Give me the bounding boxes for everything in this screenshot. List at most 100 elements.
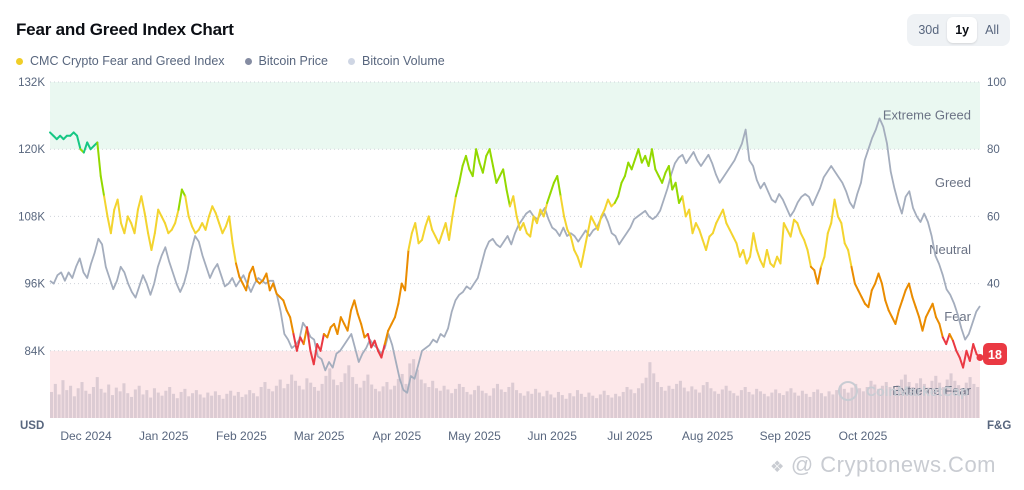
volume-bar [206, 392, 210, 418]
fear-greed-segment [251, 265, 258, 282]
volume-bar [621, 391, 625, 418]
volume-bar [152, 388, 156, 418]
volume-bar [50, 391, 54, 418]
fear-greed-segment [860, 296, 867, 305]
fear-greed-segment [481, 154, 488, 174]
volume-bar [938, 382, 942, 418]
volume-bar [473, 390, 477, 418]
fear-greed-segment [650, 148, 657, 171]
fear-greed-segment [955, 349, 961, 359]
fear-greed-segment [681, 195, 687, 218]
fear-greed-segment [907, 282, 914, 299]
fear-greed-segment [836, 215, 843, 225]
x-axis-tick: Jul 2025 [607, 429, 653, 443]
volume-bar [122, 383, 126, 418]
volume-bar [312, 387, 317, 418]
volume-bar [728, 390, 732, 418]
fear-greed-segment [177, 188, 183, 211]
fear-greed-segment [880, 282, 887, 302]
fear-greed-segment [749, 232, 755, 258]
range-button-1y[interactable]: 1y [947, 17, 978, 43]
volume-bar [949, 373, 953, 418]
volume-bar [271, 391, 275, 418]
fear-greed-segment [170, 222, 177, 231]
volume-bar [682, 387, 686, 418]
fear-greed-segment [76, 134, 82, 151]
volume-bar [869, 380, 873, 418]
fear-greed-segment [292, 333, 298, 352]
volume-bar [972, 383, 976, 418]
legend-item-fear-greed[interactable]: CMC Crypto Fear and Greed Index [16, 54, 225, 68]
fear-greed-segment [607, 198, 613, 208]
fear-greed-segment [962, 349, 968, 369]
volume-bar [903, 374, 907, 418]
volume-bar [766, 396, 770, 418]
fear-greed-segment [617, 181, 623, 198]
volume-bar [404, 383, 408, 418]
fear-greed-segment [945, 333, 951, 346]
volume-bar [507, 387, 511, 418]
volume-bar [164, 390, 168, 418]
legend-dot-fear-greed [16, 57, 23, 65]
volume-bar [705, 382, 709, 418]
fear-greed-segment [495, 175, 501, 184]
volume-bar [835, 390, 839, 418]
volume-bar [236, 391, 240, 418]
x-axis-tick: May 2025 [448, 429, 501, 443]
fear-greed-segment [867, 289, 873, 309]
volume-bar [309, 382, 313, 418]
fear-greed-segment [448, 215, 454, 241]
volume-bar [461, 387, 465, 418]
volume-bar [755, 388, 759, 418]
volume-bar [785, 391, 789, 418]
fear-greed-segment [221, 225, 227, 235]
right-axis-tick: 100 [987, 77, 1006, 89]
fear-greed-segment [833, 198, 839, 218]
volume-bar [442, 385, 446, 418]
range-button-all[interactable]: All [985, 23, 999, 37]
fear-greed-segment [353, 299, 359, 315]
fear-greed-segment [620, 175, 626, 184]
fear-greed-segment [387, 322, 393, 332]
x-axis-tick: Aug 2025 [682, 429, 734, 443]
volume-bar [187, 396, 191, 418]
range-button-30d[interactable]: 30d [918, 23, 940, 37]
volume-bar [678, 380, 682, 418]
volume-bar [114, 387, 118, 418]
volume-bar [686, 391, 690, 418]
volume-bar [465, 391, 469, 418]
volume-bars [50, 359, 980, 418]
volume-bar [816, 389, 820, 418]
fear-greed-segment [431, 228, 437, 238]
fear-greed-segment [887, 309, 894, 319]
fear-greed-segment [356, 312, 363, 325]
fear-greed-segment [153, 208, 160, 235]
fear-greed-segment [458, 165, 464, 184]
fear-greed-segment [414, 222, 420, 245]
fear-greed-layer [49, 131, 981, 369]
legend-item-bitcoin-price[interactable]: Bitcoin Price [244, 54, 328, 68]
fear-greed-segment [661, 171, 667, 184]
extreme-greed-zone [50, 82, 980, 150]
volume-bar [884, 382, 888, 418]
volume-bar [899, 379, 904, 418]
volume-bar [110, 395, 115, 418]
volume-bar [274, 385, 278, 418]
volume-bar [877, 388, 881, 418]
volume-bar [758, 391, 762, 418]
volume-bar [244, 394, 248, 418]
volume-bar [625, 387, 629, 418]
volume-bar [145, 390, 149, 418]
volume-bar [530, 393, 534, 418]
fear-greed-segment [454, 181, 461, 198]
volume-bar [560, 395, 564, 418]
fear-greed-segment [870, 282, 877, 292]
fear-greed-segment [556, 175, 562, 198]
fear-greed-segment [143, 212, 150, 235]
fear-greed-segment [705, 235, 711, 251]
fear-greed-segment [204, 215, 210, 231]
fear-greed-segment [174, 208, 180, 225]
volume-bar [168, 387, 172, 418]
legend-item-bitcoin-volume[interactable]: Bitcoin Volume [348, 54, 445, 68]
